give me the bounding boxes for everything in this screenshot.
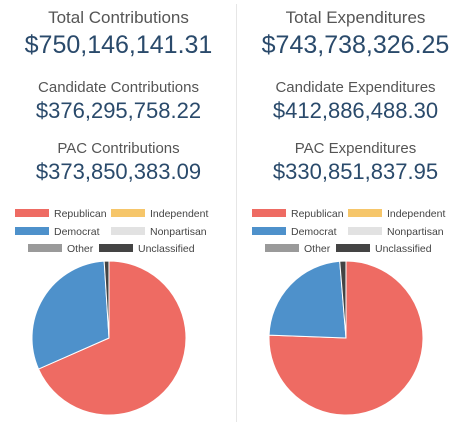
legend-swatch (15, 227, 49, 236)
legend-swatch (265, 244, 299, 253)
pac-expenditures-label: PAC Expenditures (294, 140, 417, 157)
legend-label: Republican (291, 208, 344, 221)
pie-slice-democrat[interactable] (31, 260, 110, 370)
legend-swatch (336, 244, 370, 253)
legend-swatch (348, 209, 382, 218)
pac-expenditures-value: $330,851,837.95 (272, 159, 439, 184)
pac-contributions-label: PAC Contributions (57, 140, 180, 157)
legend-item-unclassified[interactable]: Unclassified (99, 243, 195, 255)
legend-item-democrat[interactable]: Democrat (15, 226, 100, 238)
legend-label: Other (304, 243, 331, 256)
contributions-pie-chart (31, 260, 187, 416)
legend-item-nonpartisan[interactable]: Nonpartisan (348, 226, 444, 238)
legend-swatch (28, 244, 62, 253)
legend-swatch (99, 244, 133, 253)
total-expenditures-label: Total Expenditures (285, 8, 426, 27)
total-contributions-value: $750,146,141.31 (24, 31, 213, 59)
expenditures-panel: Total Expenditures $743,738,326.25 Candi… (237, 0, 474, 425)
pac-contributions-value: $373,850,383.09 (35, 159, 202, 184)
legend-item-republican[interactable]: Republican (252, 208, 344, 220)
legend-swatch (348, 227, 382, 236)
legend-label: Independent (387, 208, 446, 221)
total-contributions-label: Total Contributions (48, 8, 189, 27)
legend-label: Other (67, 243, 94, 256)
legend-item-democrat[interactable]: Democrat (252, 226, 337, 238)
legend-item-unclassified[interactable]: Unclassified (336, 243, 432, 255)
legend-item-independent[interactable]: Independent (348, 208, 445, 220)
pie-slice-republican[interactable] (37, 260, 187, 416)
candidate-contributions-label: Candidate Contributions (38, 79, 199, 96)
candidate-expenditures-value: $412,886,488.30 (272, 98, 439, 123)
legend-item-nonpartisan[interactable]: Nonpartisan (111, 226, 207, 238)
pie-slice-unclassified[interactable] (103, 260, 110, 339)
legend-swatch (111, 209, 145, 218)
candidate-expenditures-label: Candidate Expenditures (275, 79, 436, 96)
legend-label: Democrat (291, 226, 337, 239)
contributions-panel: Total Contributions $750,146,141.31 Cand… (15, 8, 213, 416)
pie-slice-unclassified[interactable] (339, 260, 347, 339)
legend-item-other[interactable]: Other (265, 243, 330, 255)
legend-label: Nonpartisan (150, 226, 207, 239)
legend-label: Nonpartisan (387, 226, 444, 239)
legend-swatch (15, 209, 49, 218)
legend-item-independent[interactable]: Independent (111, 208, 208, 220)
expenditures-pie-chart (268, 260, 424, 416)
legend-item-republican[interactable]: Republican (15, 208, 107, 220)
legend-swatch (252, 227, 286, 236)
total-expenditures-value: $743,738,326.25 (261, 31, 450, 59)
legend-swatch (252, 209, 286, 218)
legend-label: Independent (150, 208, 209, 221)
legend-label: Unclassified (138, 243, 195, 256)
pie-slice-democrat[interactable] (268, 260, 347, 339)
legend-label: Republican (54, 208, 107, 221)
legend-label: Democrat (54, 226, 100, 239)
legend-swatch (111, 227, 145, 236)
candidate-contributions-value: $376,295,758.22 (35, 98, 202, 123)
legend-item-other[interactable]: Other (28, 243, 93, 255)
panel-divider (236, 4, 237, 422)
legend-label: Unclassified (375, 243, 432, 256)
